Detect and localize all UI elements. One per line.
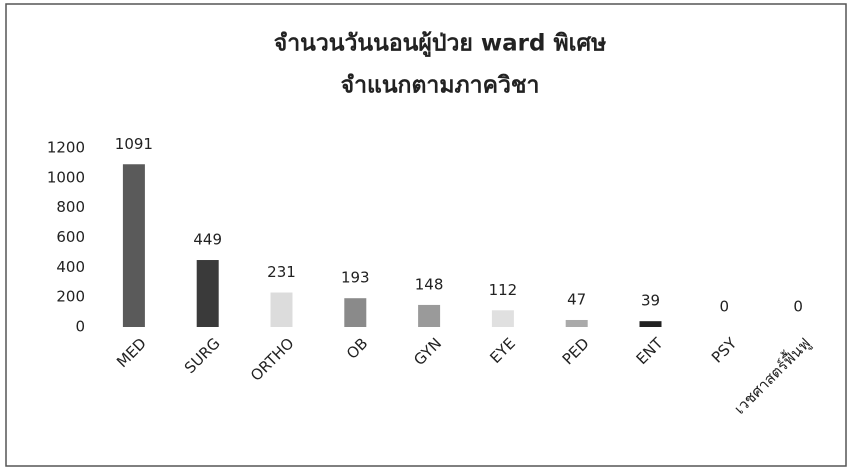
y-tick-label: 600 xyxy=(56,228,85,246)
data-label: 39 xyxy=(641,292,660,310)
bar xyxy=(639,321,662,327)
bar xyxy=(196,260,219,327)
bar xyxy=(565,319,588,327)
chart-border xyxy=(5,3,847,467)
y-tick-label: 800 xyxy=(56,198,85,216)
bar xyxy=(418,304,441,327)
bar xyxy=(122,164,145,327)
data-label: 193 xyxy=(341,269,370,287)
y-tick-label: 0 xyxy=(75,318,85,336)
chart-subtitle: จำแนกตามภาควิชา xyxy=(341,73,540,99)
data-label: 47 xyxy=(567,290,586,308)
y-tick-label: 200 xyxy=(56,288,85,306)
data-label: 0 xyxy=(793,298,803,316)
data-label: 449 xyxy=(193,231,222,249)
y-tick-label: 1000 xyxy=(47,168,85,186)
data-label: 112 xyxy=(489,281,518,299)
y-tick-label: 400 xyxy=(56,258,85,276)
data-label: 0 xyxy=(720,298,730,316)
bar xyxy=(491,310,514,327)
data-label: 1091 xyxy=(115,135,153,153)
data-label: 148 xyxy=(415,275,444,293)
y-tick-label: 1200 xyxy=(47,139,85,157)
chart-title: จำนวนวันนอนผู้ป่วย ward พิเศษ xyxy=(274,31,607,58)
data-label: 231 xyxy=(267,263,296,281)
bar xyxy=(344,298,367,327)
bar xyxy=(270,292,293,327)
